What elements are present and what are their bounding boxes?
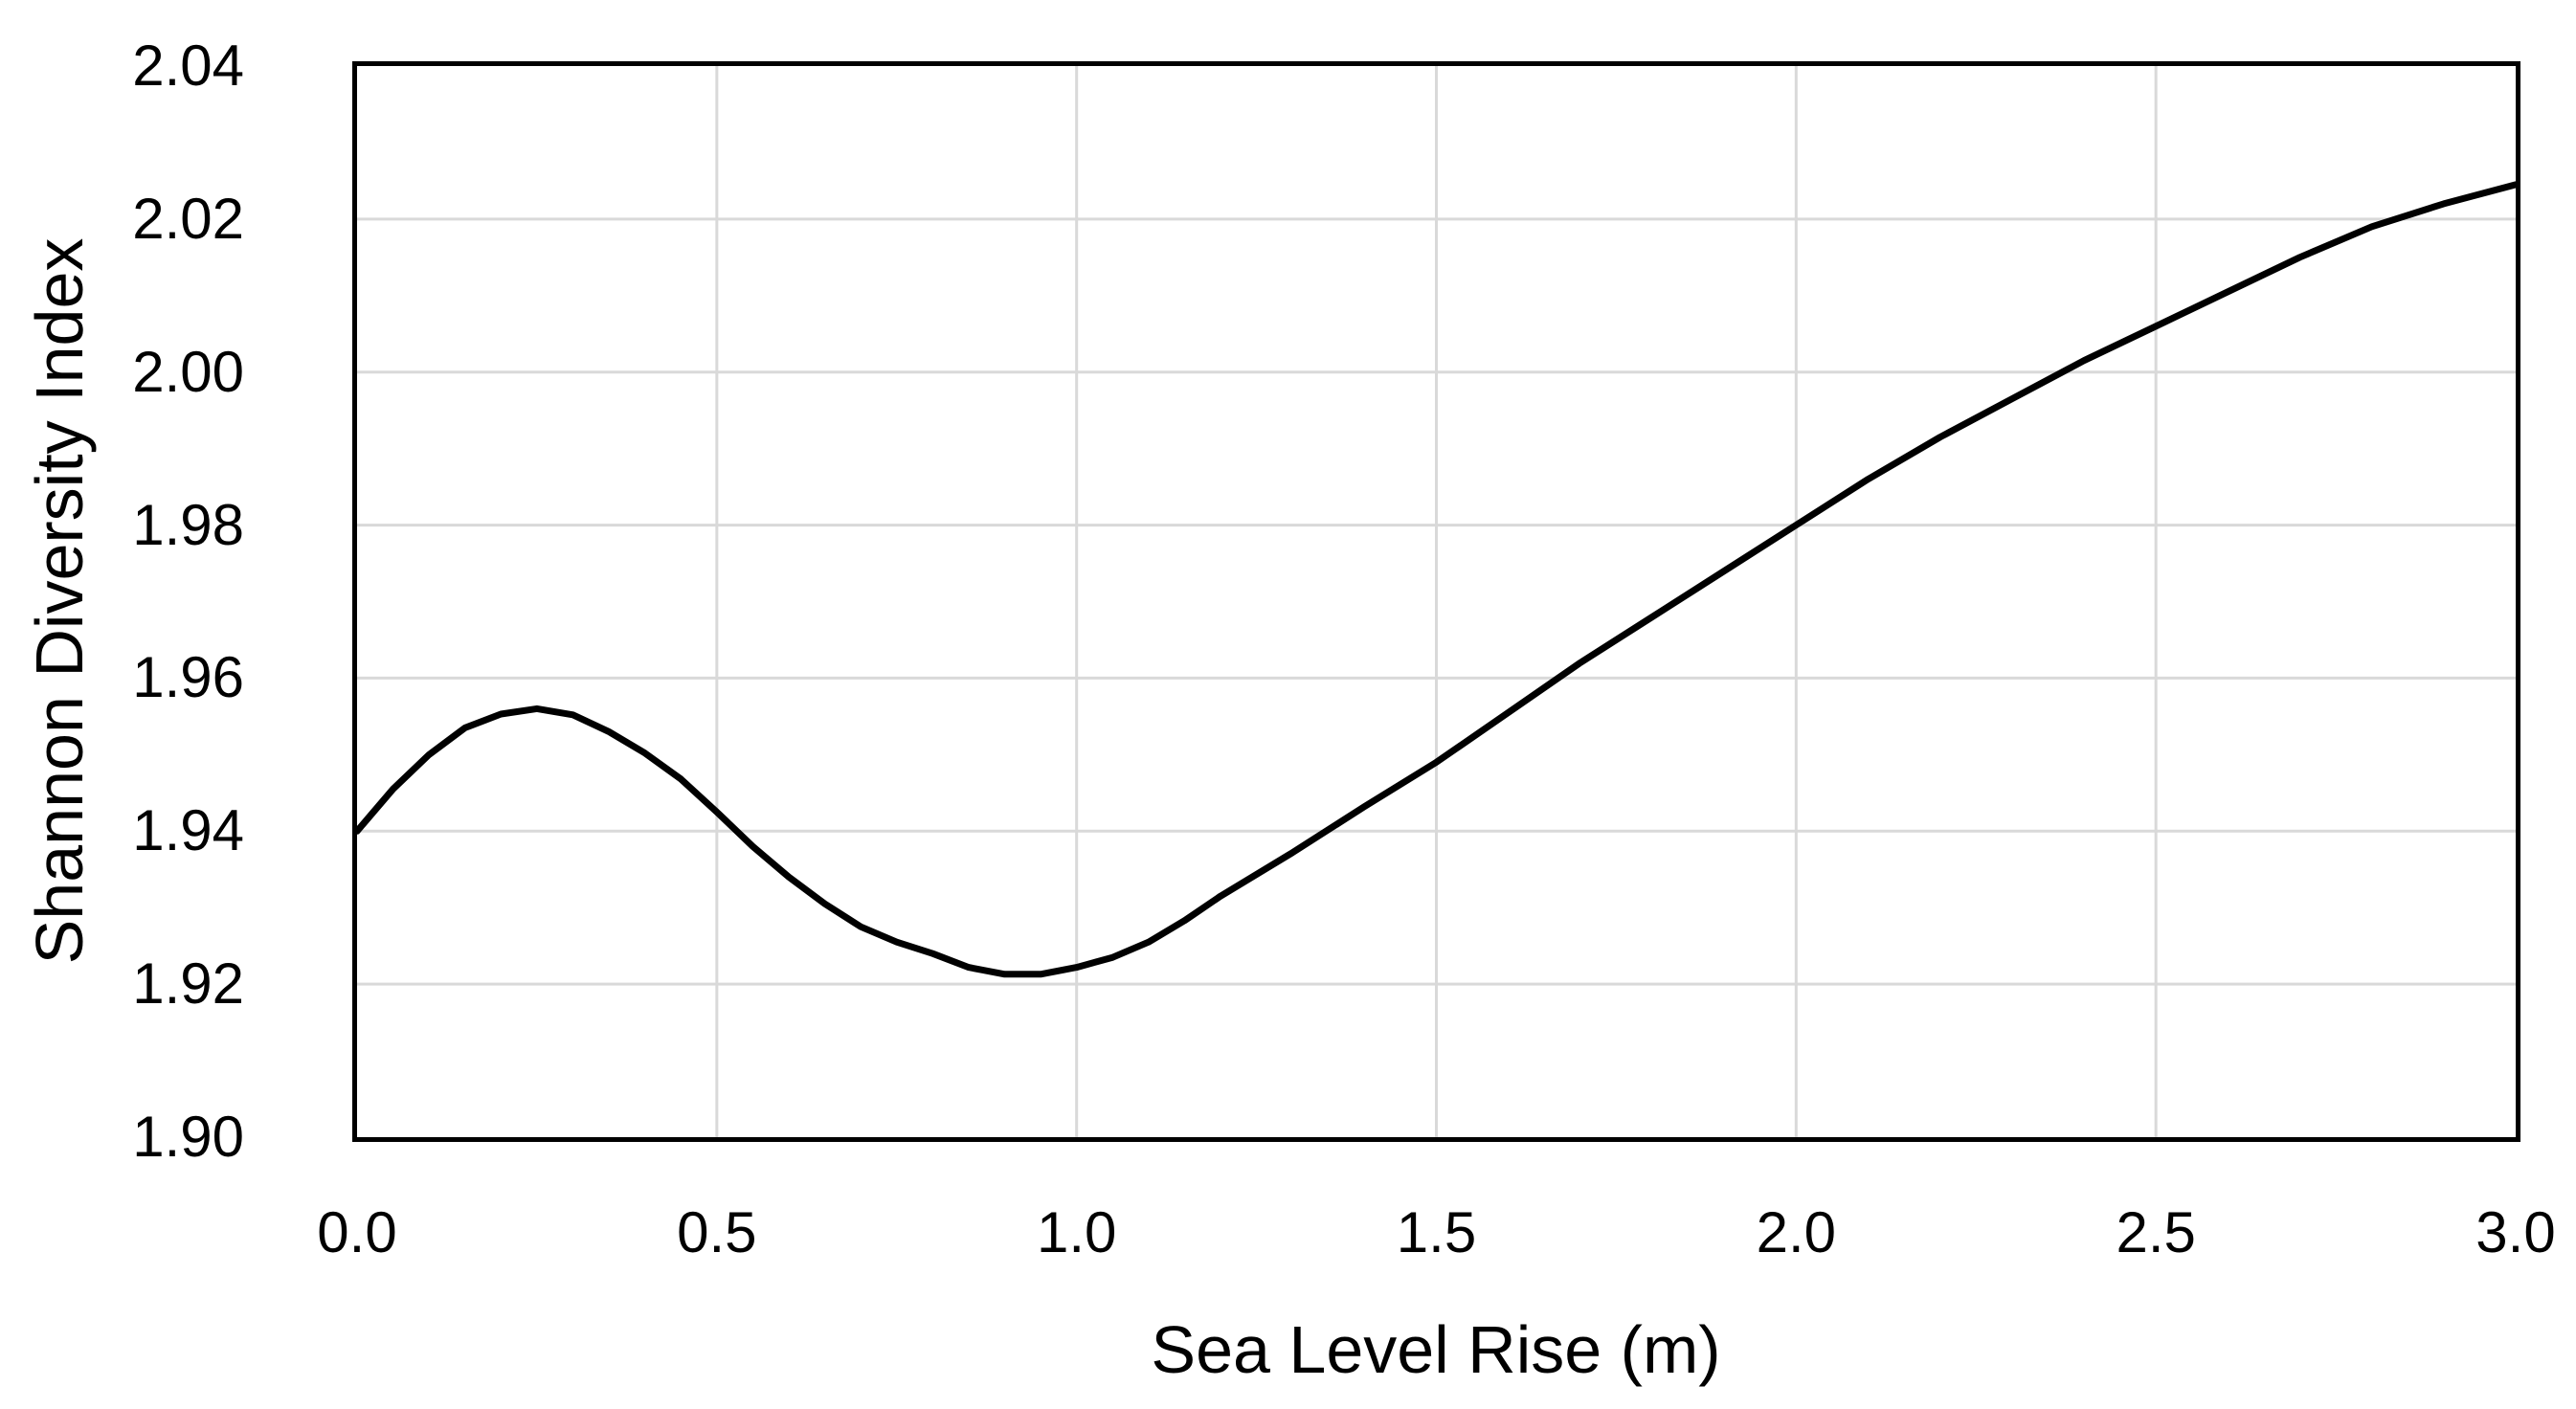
y-tick-label: 2.00 [132, 339, 244, 404]
gridlines [357, 66, 2516, 1137]
y-tick-label: 2.02 [132, 186, 244, 251]
x-tick-label: 2.0 [1756, 1200, 1837, 1264]
series-line [357, 181, 2516, 978]
x-tick-label: 2.5 [2116, 1200, 2196, 1264]
x-tick-label: 1.5 [1396, 1200, 1477, 1264]
y-tick-label: 2.04 [132, 34, 244, 98]
x-tick-label: 0.0 [317, 1200, 397, 1264]
y-tick-label: 1.94 [132, 798, 244, 863]
line-chart [357, 66, 2516, 1137]
x-tick-label: 0.5 [677, 1200, 757, 1264]
x-tick-label: 3.0 [2475, 1200, 2556, 1264]
x-tick-label: 1.0 [1036, 1200, 1117, 1264]
y-tick-label: 1.98 [132, 492, 244, 557]
y-tick-label: 1.92 [132, 951, 244, 1017]
x-axis-title: Sea Level Rise (m) [1151, 1312, 1721, 1387]
y-tick-label: 1.96 [132, 645, 244, 710]
y-tick-label: 1.90 [132, 1105, 244, 1169]
plot-area [352, 61, 2520, 1142]
